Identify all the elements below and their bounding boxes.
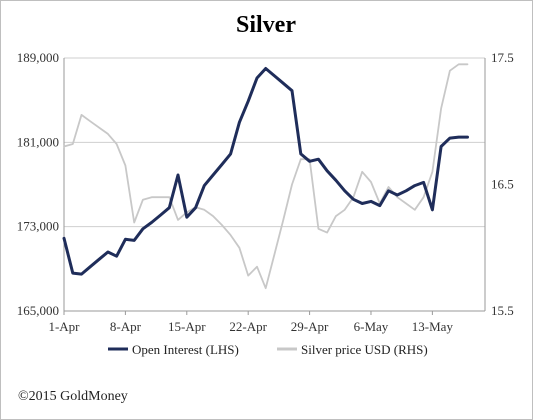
x-tick-label: 29-Apr xyxy=(291,319,329,334)
y-left-tick-label: 165,000 xyxy=(17,303,59,318)
legend-label-silver-price: Silver price USD (RHS) xyxy=(301,342,428,357)
x-tick-label: 22-Apr xyxy=(229,319,267,334)
legend: Open Interest (LHS) Silver price USD (RH… xyxy=(108,342,428,357)
tick-labels: 165,000 173,000 181,000 189,000 15.5 16.5 17.5… xyxy=(17,50,514,334)
y-right-tick-label: 16.5 xyxy=(491,177,514,192)
y-left-tick-label: 173,000 xyxy=(17,219,59,234)
chart-title: Silver xyxy=(236,12,296,38)
x-tick-label: 13-May xyxy=(412,319,454,334)
gridlines xyxy=(64,57,485,228)
y-right-tick-label: 17.5 xyxy=(491,50,514,65)
copyright-notice: ©2015 GoldMoney xyxy=(18,389,128,404)
legend-label-open-interest: Open Interest (LHS) xyxy=(132,342,239,357)
y-right-tick-label: 15.5 xyxy=(491,303,514,318)
series-lines xyxy=(62,63,469,290)
y-left-tick-label: 181,000 xyxy=(17,134,59,149)
x-tick-label: 15-Apr xyxy=(168,319,206,334)
axes xyxy=(63,58,486,315)
silver-price-line xyxy=(63,63,469,290)
x-tick-label: 1-Apr xyxy=(48,319,80,334)
open-interest-line xyxy=(62,67,469,276)
y-left-tick-label: 189,000 xyxy=(17,50,59,65)
x-tick-label: 8-Apr xyxy=(110,319,142,334)
x-tick-label: 6-May xyxy=(354,319,389,334)
